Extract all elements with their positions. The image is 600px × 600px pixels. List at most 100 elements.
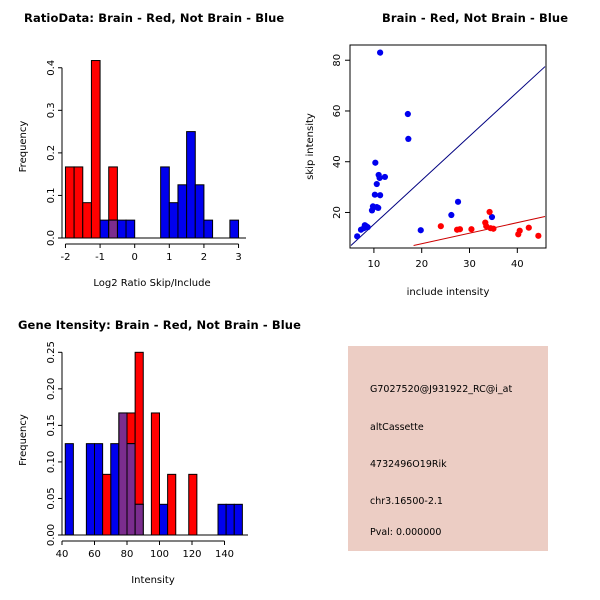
hist-bar-blue <box>168 202 179 239</box>
hist-bar-blue <box>160 166 170 239</box>
x-tick-label: 2 <box>201 252 207 263</box>
scatter-point <box>354 233 361 240</box>
scatter-point <box>404 110 411 118</box>
bars-group <box>64 60 240 239</box>
scatter-point <box>486 208 493 216</box>
hist-bar-overlap <box>134 503 144 536</box>
hist-bar-blue <box>116 219 127 239</box>
event-type-text: altCassette <box>370 422 424 433</box>
bars-group <box>64 351 243 536</box>
hist-bar-blue <box>186 131 196 239</box>
scatter-point <box>488 213 496 221</box>
scatter-point <box>405 135 412 142</box>
plot-frame <box>349 44 547 249</box>
hist-bar-blue <box>159 503 169 536</box>
ratio-hist-plot: 0.0 0.1 0.2 0.3 0.4 -2 -1 0 1 2 3 Log2 Ratio Skip/I… <box>18 60 246 289</box>
hist-bar-blue <box>64 443 74 536</box>
scatter-point <box>377 49 384 56</box>
x-tick-label: 10 <box>368 259 381 270</box>
ratio-hist-panel: 0.0 0.1 0.2 0.3 0.4 -2 -1 0 1 2 3 Log2 Ratio Skip/I… <box>0 0 300 300</box>
hist-bar-overlap <box>118 412 128 536</box>
scatter-point <box>468 226 475 233</box>
hist-bar-blue <box>94 443 104 536</box>
hist-bar-blue <box>217 503 227 536</box>
hist-bar-blue <box>203 219 214 239</box>
fit-line-red-fit <box>413 216 546 246</box>
hist-bar-blue <box>99 219 110 239</box>
y-tick-label: 0.4 <box>46 60 57 76</box>
scatter-point <box>490 225 497 232</box>
gene-info-panel: G7027520@J931922_RC@i_at altCassette 473… <box>348 346 548 551</box>
x-tick-label: 1 <box>166 252 172 263</box>
y-tick-label: 0.25 <box>46 341 57 363</box>
scatter-point <box>525 224 532 231</box>
hist-bar-blue <box>110 443 120 536</box>
y-tick-label: 0.0 <box>46 230 57 246</box>
x-axis-label: Log2 Ratio Skip/Include <box>93 278 210 289</box>
x-tick-label: 40 <box>56 549 69 560</box>
gene-hist-title: Gene Itensity: Brain - Red, Not Brain - … <box>18 318 301 332</box>
probe-id-text: G7027520@J931922_RC@i_at <box>370 384 513 395</box>
scatter-point <box>417 227 424 234</box>
scatter-point <box>357 226 365 233</box>
scatter-point <box>381 173 388 181</box>
hist-bar-blue <box>229 219 240 239</box>
scatter-title: Brain - Red, Not Brain - Blue <box>382 11 569 25</box>
x-tick-label: 80 <box>121 549 134 560</box>
locus-text: chr3.16500-2.1 <box>370 496 443 507</box>
x-tick-label: -1 <box>95 252 105 263</box>
x-tick-label: 120 <box>182 549 201 560</box>
y-tick-label: 20 <box>332 206 343 219</box>
scatter-point <box>377 192 384 199</box>
gene-hist-panel: 0.00 0.05 0.10 0.15 0.20 0.25 40 60 80 100 120 140 I… <box>0 300 300 600</box>
x-tick-label: 0 <box>132 252 138 263</box>
x-axis-label: include intensity <box>407 287 490 298</box>
x-axis-label: Intensity <box>131 575 175 586</box>
hist-bar-red <box>126 412 136 445</box>
x-tick-label: 60 <box>88 549 101 560</box>
scatter-point <box>456 226 464 233</box>
y-tick-label: 0.2 <box>46 145 57 161</box>
hist-bar-red <box>102 473 112 536</box>
hist-bar-blue <box>125 219 136 239</box>
scatter-point <box>535 232 542 239</box>
hist-bar-red <box>73 166 84 239</box>
hist-bar-red <box>134 351 144 505</box>
hist-bar-red <box>82 202 92 239</box>
x-tick-label: 20 <box>415 259 428 270</box>
scatter-point <box>437 223 444 230</box>
scatter-point <box>375 204 382 212</box>
y-axis-label: skip intensity <box>305 113 316 180</box>
x-tick-label: 40 <box>511 259 524 270</box>
scatter-point <box>371 191 378 198</box>
scatter-plot: 20 40 60 80 10 20 30 40 include intensity skip in… <box>305 44 547 298</box>
hist-bar-red <box>108 166 118 221</box>
y-tick-label: 0.10 <box>46 451 57 473</box>
scatter-point <box>376 174 383 182</box>
y-tick-label: 0.20 <box>46 378 57 400</box>
hist-bar-overlap <box>126 443 136 536</box>
y-tick-label: 60 <box>332 105 343 118</box>
y-tick-label: 0.05 <box>46 487 57 509</box>
x-tick-label: 100 <box>150 549 169 560</box>
hist-bar-blue <box>225 503 235 536</box>
scatter-point <box>372 159 379 166</box>
scatter-point <box>454 198 462 205</box>
ratio-hist-title: RatioData: Brain - Red, Not Brain - Blue <box>24 11 285 25</box>
plot-inner <box>350 49 546 246</box>
scatter-panel: 20 40 60 80 10 20 30 40 include intensity skip in… <box>300 0 600 300</box>
gene-symbol-text: 4732496O19Rik <box>370 459 447 470</box>
scatter-point <box>448 211 455 219</box>
y-axis-label: Frequency <box>18 414 29 466</box>
hist-bar-red <box>150 412 160 536</box>
hist-bar-overlap <box>108 219 118 239</box>
y-tick-label: 0.1 <box>46 187 57 203</box>
y-tick-label: 40 <box>332 155 343 168</box>
hist-bar-red <box>167 473 177 536</box>
x-tick-label: 3 <box>235 252 241 263</box>
hist-bar-blue <box>177 184 188 239</box>
y-axis-label: Frequency <box>18 121 29 173</box>
scatter-point <box>368 207 376 214</box>
y-tick-label: 0.3 <box>46 102 57 118</box>
